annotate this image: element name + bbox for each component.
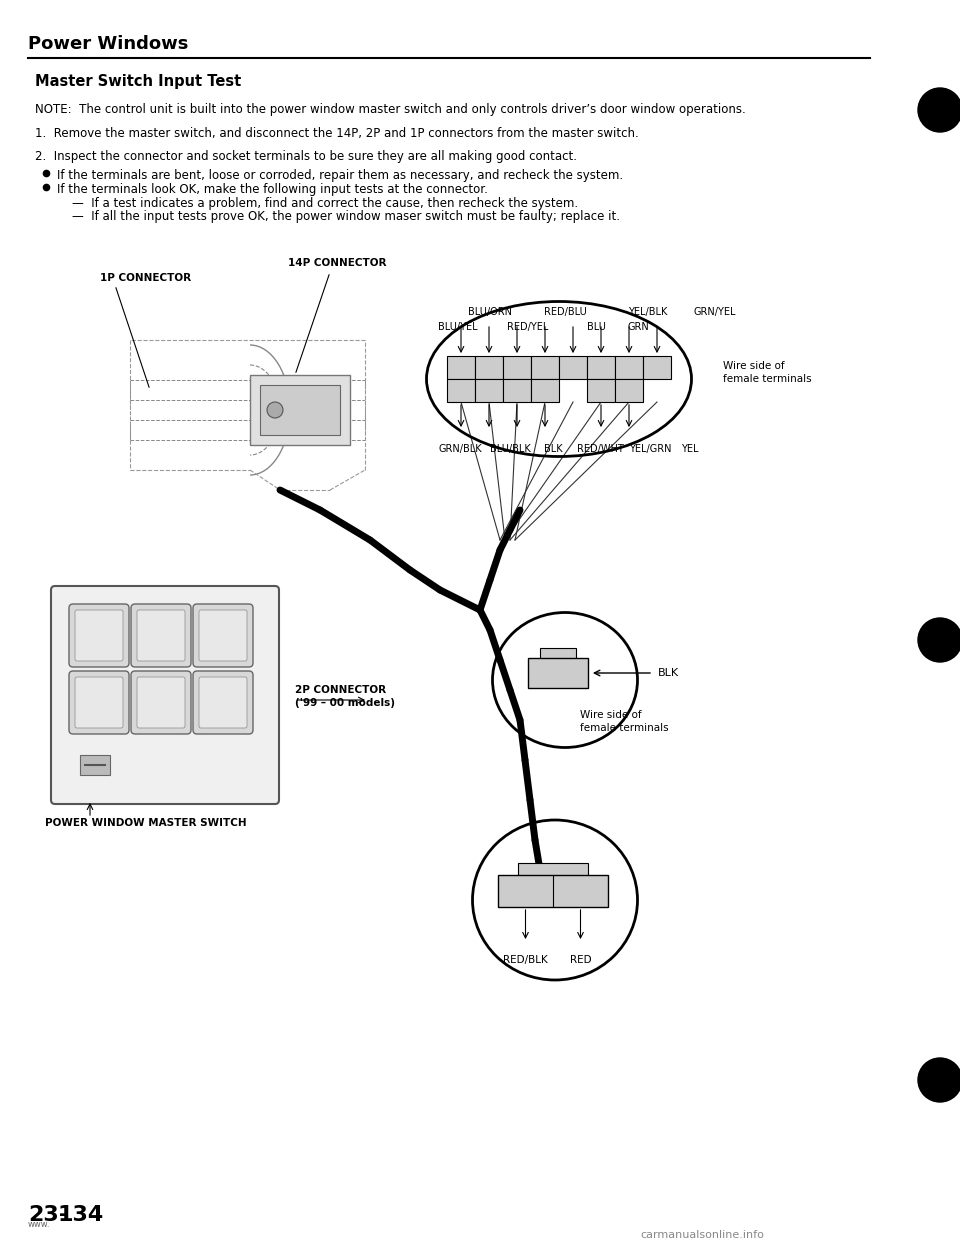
Text: RED/YEL: RED/YEL (507, 322, 549, 332)
Text: NOTE:  The control unit is built into the power window master switch and only co: NOTE: The control unit is built into the… (35, 103, 746, 116)
Text: A4: A4 (540, 361, 551, 371)
Text: female terminals: female terminals (723, 374, 811, 384)
Text: www.: www. (28, 1220, 51, 1230)
Bar (498, 876, 608, 907)
Text: 2.  Inspect the connector and socket terminals to be sure they are all making go: 2. Inspect the connector and socket term… (35, 150, 577, 163)
FancyBboxPatch shape (51, 586, 279, 804)
Bar (528, 658, 588, 688)
Text: A2: A2 (483, 361, 494, 371)
Text: 1.  Remove the master switch, and disconnect the 14P, 2P and 1P connectors from : 1. Remove the master switch, and disconn… (35, 127, 638, 140)
Text: 23-: 23- (28, 1205, 68, 1225)
Circle shape (918, 88, 960, 132)
Text: RED: RED (569, 955, 591, 965)
FancyBboxPatch shape (69, 604, 129, 667)
Text: A12: A12 (537, 385, 554, 394)
Bar (531, 379, 559, 402)
Text: YEL: YEL (682, 443, 699, 455)
Bar (559, 356, 587, 379)
FancyBboxPatch shape (199, 610, 247, 661)
Text: YEL/BLK: YEL/BLK (628, 307, 668, 317)
FancyBboxPatch shape (131, 604, 191, 667)
Bar (540, 648, 576, 660)
Bar (615, 379, 643, 402)
Text: BLU/ORN: BLU/ORN (468, 307, 512, 317)
Text: Master Switch Input Test: Master Switch Input Test (35, 75, 241, 89)
Text: A14: A14 (620, 385, 637, 394)
Text: YEL/GRN: YEL/GRN (629, 443, 671, 455)
Bar (260, 385, 340, 435)
Text: A3: A3 (511, 361, 523, 371)
Bar (447, 356, 475, 379)
Bar (587, 379, 615, 402)
Text: A8: A8 (651, 361, 663, 371)
FancyBboxPatch shape (193, 671, 253, 734)
Text: A5: A5 (567, 361, 579, 371)
Bar (503, 379, 531, 402)
FancyBboxPatch shape (131, 671, 191, 734)
Bar (475, 379, 503, 402)
Text: female terminals: female terminals (580, 723, 668, 733)
Text: A11: A11 (508, 385, 526, 394)
Bar (475, 356, 503, 379)
Text: —  If a test indicates a problem, find and correct the cause, then recheck the s: — If a test indicates a problem, find an… (72, 197, 578, 210)
Text: 134: 134 (58, 1205, 105, 1225)
Text: Wire side of: Wire side of (580, 710, 641, 720)
Text: —  If all the input tests prove OK, the power window maser switch must be faulty: — If all the input tests prove OK, the p… (72, 210, 620, 224)
Text: If the terminals look OK, make the following input tests at the connector.: If the terminals look OK, make the follo… (57, 183, 488, 196)
Text: If the terminals are bent, loose or corroded, repair them as necessary, and rech: If the terminals are bent, loose or corr… (57, 169, 623, 183)
Text: B1: B1 (550, 667, 566, 677)
Text: RED/BLK: RED/BLK (503, 955, 548, 965)
Text: GRN: GRN (627, 322, 649, 332)
Text: RED/BLU: RED/BLU (543, 307, 587, 317)
Text: BLU/BLK: BLU/BLK (490, 443, 530, 455)
Text: BLK: BLK (543, 443, 563, 455)
Bar (615, 356, 643, 379)
FancyBboxPatch shape (69, 671, 129, 734)
FancyBboxPatch shape (137, 677, 185, 728)
Text: RED/WHT: RED/WHT (577, 443, 623, 455)
Text: C2: C2 (572, 886, 588, 895)
Text: 1P CONNECTOR: 1P CONNECTOR (100, 273, 191, 283)
Bar (518, 863, 588, 877)
FancyBboxPatch shape (193, 604, 253, 667)
Bar (643, 356, 671, 379)
Text: A9: A9 (455, 385, 467, 394)
Text: 2P CONNECTOR: 2P CONNECTOR (295, 686, 386, 696)
Circle shape (267, 402, 283, 419)
Text: GRN/BLK: GRN/BLK (438, 443, 482, 455)
Text: Wire side of: Wire side of (723, 361, 784, 371)
FancyBboxPatch shape (75, 677, 123, 728)
Bar (531, 356, 559, 379)
Text: C1: C1 (517, 886, 534, 895)
FancyBboxPatch shape (137, 610, 185, 661)
FancyBboxPatch shape (75, 610, 123, 661)
Bar (80, 755, 110, 775)
Text: A7: A7 (623, 361, 635, 371)
Text: A1: A1 (455, 361, 467, 371)
Text: Power Windows: Power Windows (28, 35, 188, 53)
Text: A13: A13 (592, 385, 610, 394)
Text: BLK: BLK (658, 668, 679, 678)
FancyBboxPatch shape (199, 677, 247, 728)
Bar (503, 356, 531, 379)
Text: GRN/YEL: GRN/YEL (694, 307, 736, 317)
Bar (250, 375, 350, 445)
Circle shape (918, 1058, 960, 1102)
Text: A6: A6 (595, 361, 607, 371)
Text: carmanualsonline.info: carmanualsonline.info (640, 1230, 764, 1240)
Circle shape (918, 619, 960, 662)
Bar (587, 356, 615, 379)
Text: 14P CONNECTOR: 14P CONNECTOR (288, 258, 387, 268)
Text: A10: A10 (480, 385, 498, 394)
Text: BLU: BLU (587, 322, 606, 332)
Text: BLU/YEL: BLU/YEL (438, 322, 478, 332)
Text: POWER WINDOW MASTER SWITCH: POWER WINDOW MASTER SWITCH (45, 818, 247, 828)
Bar (447, 379, 475, 402)
Text: ('99 – 00 models): ('99 – 00 models) (295, 698, 395, 708)
